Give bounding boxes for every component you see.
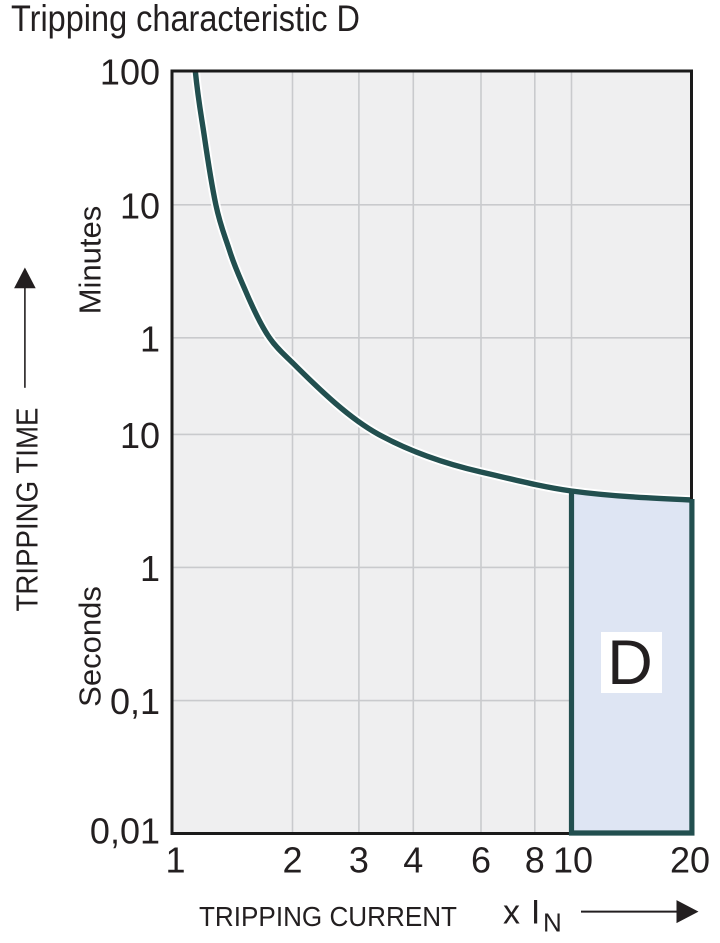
svg-text:100: 100 bbox=[100, 52, 160, 93]
svg-text:D: D bbox=[607, 628, 653, 698]
svg-text:Minutes: Minutes bbox=[73, 206, 108, 315]
svg-text:4: 4 bbox=[403, 840, 423, 881]
svg-text:8: 8 bbox=[525, 840, 545, 881]
svg-text:0,1: 0,1 bbox=[110, 681, 160, 722]
svg-text:10: 10 bbox=[120, 185, 160, 226]
svg-text:0,01: 0,01 bbox=[90, 811, 160, 852]
svg-text:Tripping characteristic D: Tripping characteristic D bbox=[11, 0, 360, 39]
svg-text:1: 1 bbox=[140, 548, 160, 589]
svg-text:TRIPPING TIME: TRIPPING TIME bbox=[10, 408, 45, 612]
svg-text:N: N bbox=[543, 908, 562, 938]
svg-text:I: I bbox=[531, 894, 540, 932]
svg-text:3: 3 bbox=[349, 840, 369, 881]
svg-text:1: 1 bbox=[140, 318, 160, 359]
svg-text:2: 2 bbox=[282, 840, 302, 881]
svg-text:6: 6 bbox=[471, 840, 491, 881]
svg-text:20: 20 bbox=[670, 840, 710, 881]
svg-text:1: 1 bbox=[165, 840, 185, 881]
svg-text:10: 10 bbox=[120, 415, 160, 456]
svg-text:Seconds: Seconds bbox=[73, 586, 108, 707]
svg-text:TRIPPING CURRENT: TRIPPING CURRENT bbox=[199, 901, 457, 932]
svg-text:x: x bbox=[503, 894, 520, 932]
svg-text:10: 10 bbox=[553, 840, 593, 881]
